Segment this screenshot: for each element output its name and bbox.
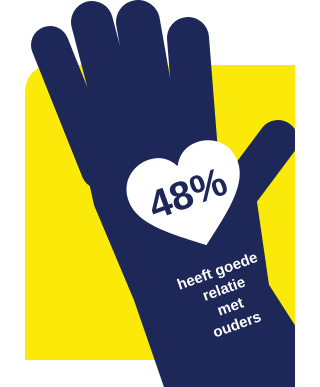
infographic: 48% heeft goede relatie met ouders (0, 0, 295, 387)
page: 48% heeft goede relatie met ouders (() =… (0, 0, 320, 387)
middle-finger (138, 22, 162, 160)
